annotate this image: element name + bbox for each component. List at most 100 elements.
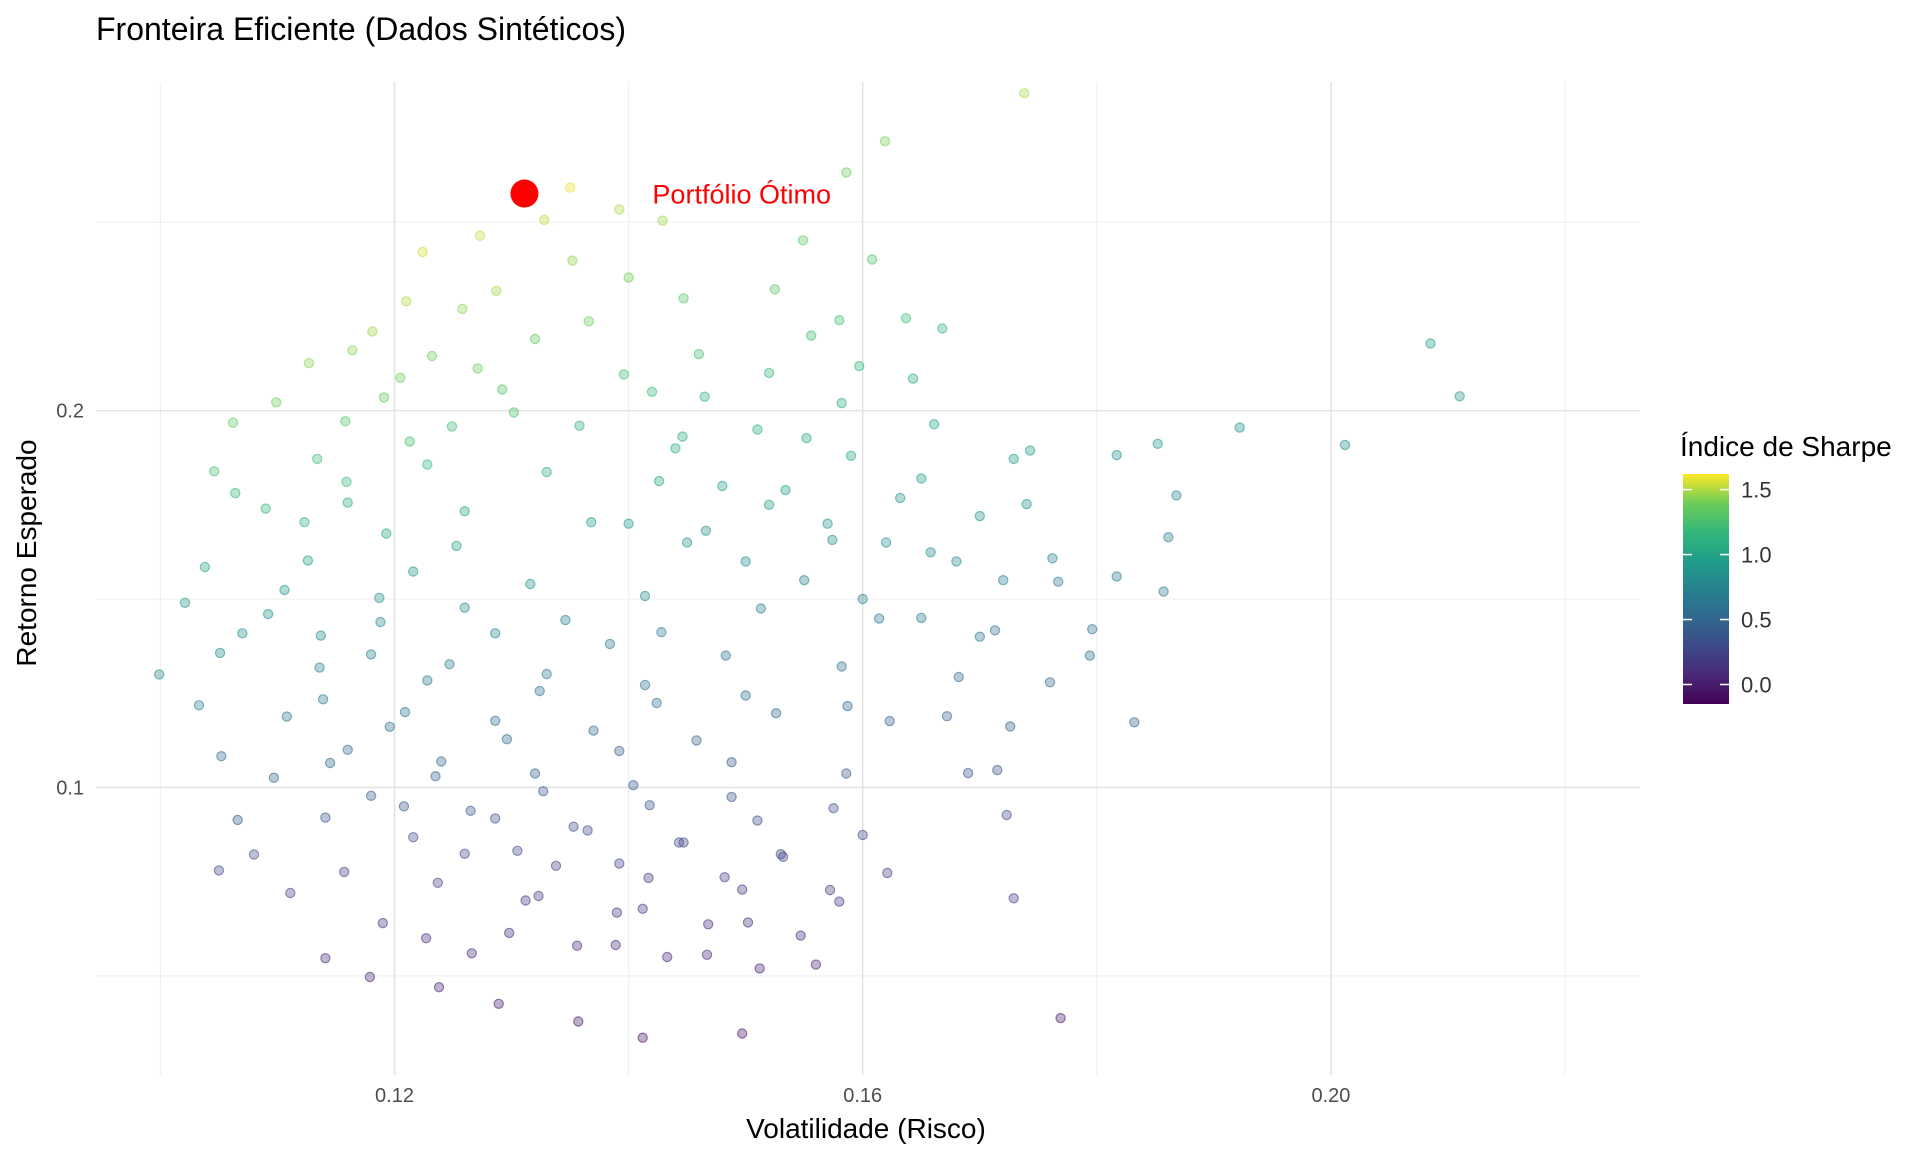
data-point — [822, 518, 833, 529]
data-point — [637, 1032, 648, 1043]
data-point — [208, 466, 220, 477]
data-point — [845, 450, 857, 461]
data-point — [512, 845, 523, 857]
data-point — [857, 593, 868, 605]
data-point — [614, 858, 625, 869]
data-point — [678, 837, 689, 848]
data-point — [737, 1028, 748, 1039]
data-point — [248, 849, 260, 860]
data-point — [550, 860, 562, 872]
data-point — [651, 697, 662, 709]
data-point — [1019, 88, 1030, 99]
data-point — [1339, 439, 1351, 451]
data-point — [639, 679, 651, 691]
y-axis-label: Retorno Esperado — [11, 439, 42, 666]
data-point — [320, 812, 331, 823]
data-point — [770, 708, 782, 719]
data-point — [312, 453, 323, 465]
data-point — [703, 919, 714, 930]
data-point — [854, 360, 865, 372]
data-point — [230, 487, 241, 499]
data-point — [303, 357, 315, 369]
legend-colorbar — [1683, 474, 1729, 704]
data-point — [806, 330, 817, 341]
data-point — [916, 612, 927, 624]
data-point — [953, 671, 964, 683]
data-point — [422, 675, 433, 686]
data-point — [928, 419, 940, 430]
data-point — [459, 602, 470, 613]
data-point — [384, 721, 395, 733]
data-point — [719, 872, 730, 883]
data-point — [656, 627, 667, 638]
legend-tick-label: 1.5 — [1741, 478, 1772, 503]
data-point — [568, 821, 579, 832]
data-point — [834, 315, 845, 326]
optimal-portfolio-layer: Portfólio Ótimo — [510, 179, 831, 210]
data-point — [324, 757, 336, 769]
data-point — [1171, 490, 1182, 501]
data-point — [677, 431, 688, 442]
data-point — [567, 255, 578, 266]
data-point — [795, 930, 806, 941]
data-point — [216, 751, 227, 762]
x-tick-label: 0.16 — [843, 1085, 882, 1107]
data-point — [574, 420, 585, 431]
data-point — [720, 650, 732, 661]
data-point — [179, 597, 191, 609]
data-point — [227, 417, 239, 428]
data-point — [1005, 721, 1016, 732]
data-point — [678, 293, 689, 304]
data-point — [1008, 893, 1019, 904]
data-point — [717, 480, 728, 492]
data-point — [907, 373, 919, 384]
x-axis-label: Volatilidade (Risco) — [746, 1113, 986, 1144]
data-point — [836, 661, 847, 672]
data-point — [925, 547, 936, 558]
data-point — [426, 350, 438, 362]
data-point — [365, 790, 377, 802]
data-point — [857, 829, 868, 841]
data-point — [628, 780, 639, 791]
data-point — [525, 578, 536, 590]
data-point — [801, 432, 812, 444]
legend: Índice de Sharpe 1.5 1.0 0.5 0.0 — [1680, 431, 1892, 704]
data-point — [623, 272, 634, 283]
data-point — [1008, 453, 1019, 465]
data-point — [610, 939, 621, 951]
data-point — [408, 566, 419, 577]
data-point — [941, 711, 953, 722]
data-point — [459, 506, 470, 517]
data-point — [900, 313, 912, 324]
data-point — [693, 348, 705, 360]
data-point — [884, 715, 895, 727]
data-point — [520, 895, 531, 906]
data-point — [644, 800, 655, 811]
data-point — [271, 397, 282, 408]
data-point — [214, 647, 226, 659]
x-tick-label: 0.20 — [1311, 1085, 1350, 1107]
data-point — [623, 518, 634, 529]
data-point — [232, 814, 243, 826]
legend-tick-label: 1.0 — [1741, 543, 1772, 568]
data-point — [974, 631, 986, 642]
data-point — [573, 1016, 584, 1027]
legend-title: Índice de Sharpe — [1680, 431, 1892, 462]
data-point — [866, 254, 878, 265]
data-point — [643, 872, 654, 884]
data-point — [1047, 553, 1058, 564]
data-point — [583, 316, 595, 327]
data-point — [539, 214, 550, 226]
data-point — [653, 475, 665, 487]
data-point — [260, 503, 271, 514]
data-point — [459, 848, 470, 860]
data-point — [490, 628, 501, 639]
legend-ticks: 1.5 1.0 0.5 0.0 — [1683, 478, 1772, 698]
data-point — [262, 608, 274, 620]
data-point — [1111, 571, 1122, 582]
data-point — [529, 333, 541, 345]
data-point — [754, 963, 765, 974]
data-point — [582, 825, 593, 836]
data-point — [533, 890, 544, 902]
